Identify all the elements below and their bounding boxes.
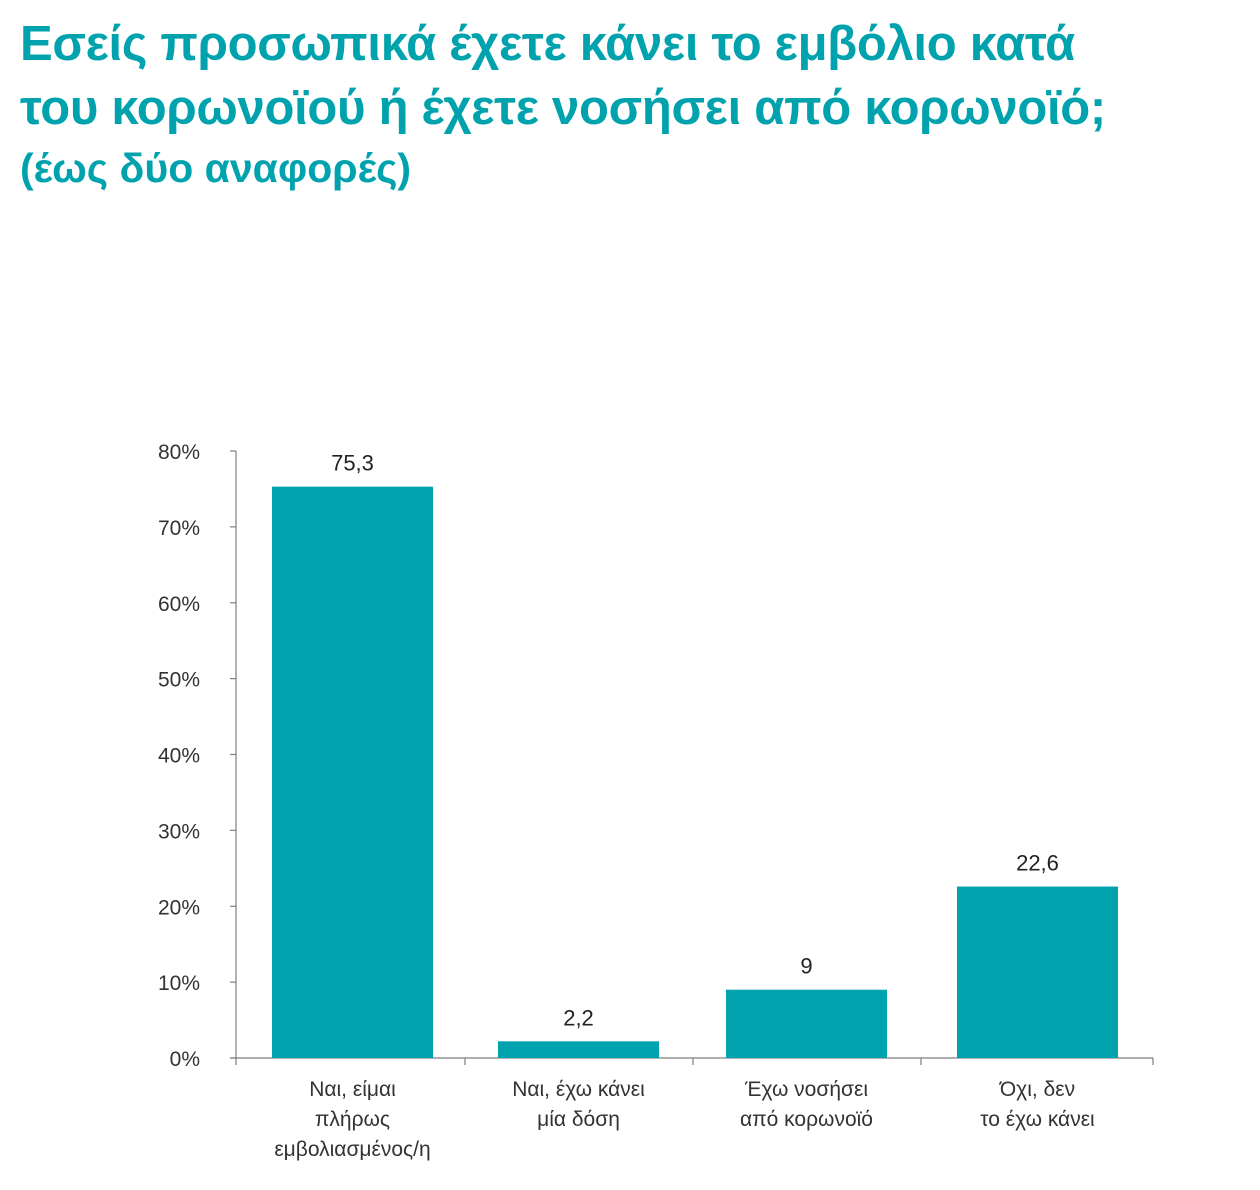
x-category-label: το έχω κάνει [980,1108,1095,1131]
data-label: 22,6 [1016,851,1059,876]
y-tick-label: 30% [158,820,200,843]
y-tick-label: 10% [158,972,200,995]
x-category-label: πλήρως [315,1108,390,1131]
x-category-label: Ναι, έχω κάνει [512,1078,645,1101]
y-tick-label: 80% [158,441,200,464]
x-category-label: Ναι, είμαι [309,1078,396,1101]
bar [272,486,433,1058]
y-tick-label: 60% [158,593,200,616]
chart-title-block: Εσείς προσωπικά έχετε κάνει το εμβόλιο κ… [20,12,1250,196]
x-category-label: εμβολιασμένος/η [274,1138,430,1161]
x-category-label: Όχι, δεν [999,1078,1075,1101]
data-label: 2,2 [563,1005,594,1030]
x-category-label: από κορωνοϊό [740,1108,873,1131]
y-tick-label: 20% [158,896,200,919]
bar [957,886,1118,1058]
chart-title-line-2: του κορωνοϊού ή έχετε νοσήσει από κορωνο… [20,81,1106,135]
chart-title-line-1: Εσείς προσωπικά έχετε κάνει το εμβόλιο κ… [20,17,1075,71]
chart-subtitle: (έως δύο αναφορές) [20,145,412,191]
y-tick-label: 40% [158,745,200,768]
y-tick-label: 70% [158,517,200,540]
y-tick-label: 50% [158,669,200,692]
bar [498,1041,659,1058]
data-label: 9 [800,954,812,979]
y-tick-label: 0% [170,1048,200,1071]
x-category-label: Έχω νοσήσει [744,1078,868,1101]
x-category-label: μία δόση [537,1108,620,1131]
data-label: 75,3 [331,451,374,476]
bar [726,989,887,1058]
